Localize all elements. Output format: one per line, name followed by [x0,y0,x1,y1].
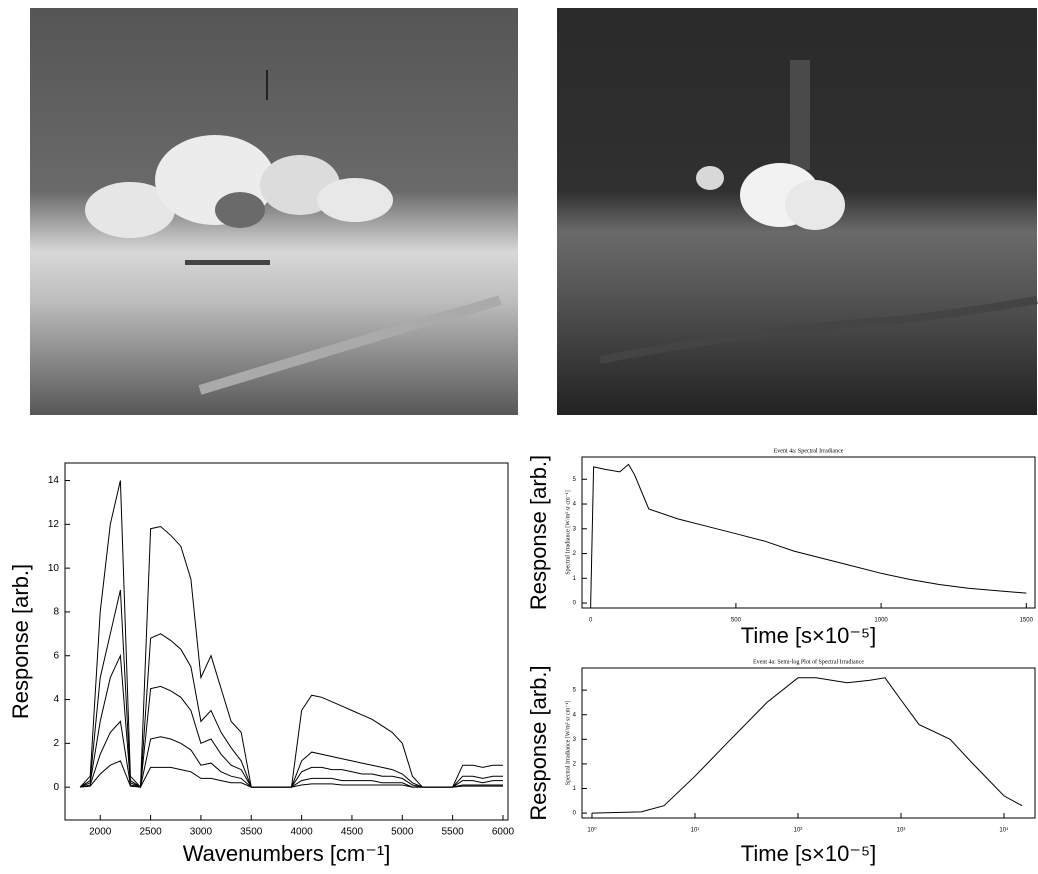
x-tick-label: 10² [794,828,803,834]
x-tick-label: 500 [731,618,742,624]
x-tick-label: 5500 [442,827,465,838]
y-tick-label: 8 [53,607,59,618]
y-axis-label: Response [arb.] [8,564,33,719]
y-tick-label: 2 [573,761,577,767]
x-tick-label: 10⁴ [999,827,1009,834]
data-line [591,677,1023,814]
x-tick-label: 10³ [897,828,906,834]
x-tick-label: 4500 [341,827,364,838]
y-tick-label: 10 [48,563,60,574]
x-tick-label: 10⁰ [587,827,597,834]
x-axis-label: Wavenumbers [cm⁻¹] [183,841,391,866]
x-tick-label: 6000 [492,827,515,838]
y-axis-label: Response [arb.] [526,455,551,610]
data-line [590,463,1027,604]
y-tick-label: 4 [573,712,577,718]
inner-y-label: Spectral Irradiance [W/m² sr cm⁻¹] [565,701,571,785]
y-tick-label: 4 [573,502,577,508]
y-tick-label: 3 [573,737,577,743]
y-tick-label: 1 [573,786,577,792]
chart-title: Event 4a: Spectral Irradiance [774,448,844,454]
x-tick-label: 1000 [874,618,888,624]
y-tick-label: 5 [573,688,577,694]
y-tick-label: 6 [53,650,59,661]
x-axis-label: Time [s×10⁻⁵] [741,841,876,866]
y-tick-label: 0 [573,811,577,817]
x-tick-label: 0 [589,618,593,624]
x-tick-label: 4000 [290,827,313,838]
plot-frame [581,667,1036,819]
x-tick-label: 3000 [190,827,213,838]
plot-frame [581,456,1036,609]
chart-title: Event 4a: Semi-log Plot of Spectral Irra… [753,658,864,665]
y-tick-label: 2 [573,551,577,557]
photo-infrared [557,8,1038,415]
y-tick-label: 0 [53,782,59,793]
photo-visible [30,8,518,415]
x-tick-label: 10¹ [691,828,700,834]
y-tick-label: 12 [48,519,60,530]
x-tick-label: 2500 [139,827,162,838]
x-tick-label: 5000 [391,827,414,838]
y-tick-label: 2 [53,738,59,749]
plot-frame [64,462,509,821]
y-tick-label: 14 [48,475,60,486]
y-tick-label: 0 [573,601,577,607]
y-tick-label: 4 [53,694,59,705]
x-axis-label: Time [s×10⁻⁵] [741,623,876,648]
inner-y-label: Spectral Irradiance [W/m² sr cm⁻¹] [565,490,571,574]
y-tick-label: 1 [573,576,577,582]
data-line [80,760,503,788]
y-tick-label: 5 [573,477,577,483]
y-tick-label: 3 [573,526,577,532]
y-axis-label: Response [arb.] [526,665,551,820]
x-tick-label: 3500 [240,827,263,838]
x-tick-label: 2000 [89,827,112,838]
x-tick-label: 1500 [1020,618,1034,624]
